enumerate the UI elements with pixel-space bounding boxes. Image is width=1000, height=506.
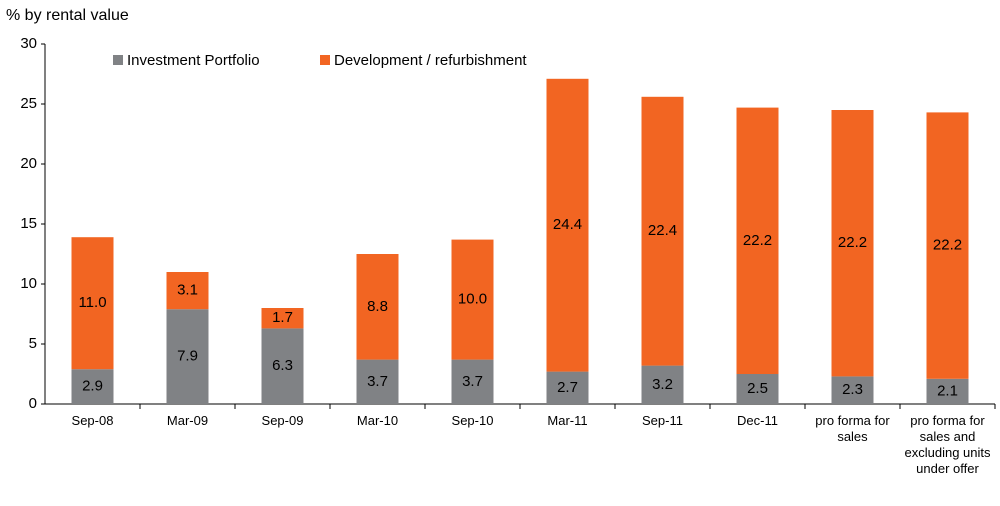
x-tick-label: Sep-11 <box>642 413 683 428</box>
data-label: 8.8 <box>367 298 388 315</box>
data-label: 2.5 <box>747 380 768 397</box>
bar-segment <box>451 359 494 404</box>
legend-swatch <box>113 55 123 65</box>
data-label: 11.0 <box>78 294 106 311</box>
y-tick-label: 5 <box>29 335 37 352</box>
data-label: 3.7 <box>367 373 388 390</box>
bar-segment <box>546 78 589 372</box>
y-tick-label: 15 <box>20 215 37 232</box>
y-axis-label: % by rental value <box>6 7 129 24</box>
bar-segment <box>641 365 684 404</box>
bar-segment <box>261 328 304 404</box>
bar-segment <box>831 110 874 377</box>
bar-segment <box>546 371 589 404</box>
data-label: 2.9 <box>82 378 103 395</box>
bar-segment <box>356 254 399 360</box>
y-tick-label: 10 <box>20 275 37 292</box>
x-tick-label: Sep-09 <box>262 413 304 428</box>
data-label: 7.9 <box>177 348 198 365</box>
data-label: 3.7 <box>462 373 483 390</box>
bar-segment <box>736 374 779 404</box>
bar-segment <box>736 107 779 374</box>
data-label: 1.7 <box>272 309 293 326</box>
bar-segment <box>451 239 494 360</box>
legend-swatch <box>320 55 330 65</box>
x-tick-label: Sep-08 <box>72 413 114 428</box>
x-tick-label: Mar-11 <box>547 413 587 428</box>
x-tick-label: Mar-09 <box>167 413 208 428</box>
data-label: 2.7 <box>557 379 578 396</box>
bar-segment <box>71 369 114 404</box>
y-tick-label: 0 <box>29 395 37 412</box>
bar-segment <box>926 112 969 379</box>
x-tick-label: Sep-10 <box>452 413 494 428</box>
legend-label: Development / refurbishment <box>334 52 527 69</box>
y-tick-label: 25 <box>20 95 37 112</box>
data-label: 22.2 <box>838 234 867 251</box>
x-tick-label: pro forma for sales and excluding units und… <box>905 413 991 476</box>
data-label: 3.1 <box>177 282 198 299</box>
x-tick-label: pro forma for sales <box>815 413 890 444</box>
y-tick-label: 30 <box>20 35 37 52</box>
data-label: 22.2 <box>743 232 772 249</box>
bar-segment <box>831 376 874 404</box>
data-label: 22.4 <box>648 222 677 239</box>
bar-segment <box>356 359 399 404</box>
data-label: 6.3 <box>272 357 293 374</box>
bar-segment <box>166 309 209 404</box>
x-tick-label: Mar-10 <box>357 413 398 428</box>
data-label: 2.3 <box>842 381 863 398</box>
bar-segment <box>641 96 684 366</box>
x-tick-label: Dec-11 <box>737 413 778 428</box>
data-label: 22.2 <box>933 237 962 254</box>
data-label: 3.2 <box>652 376 673 393</box>
y-tick-label: 20 <box>20 155 37 172</box>
bar-segment <box>166 272 209 310</box>
legend-label: Investment Portfolio <box>127 52 260 69</box>
data-label: 10.0 <box>458 291 487 308</box>
bar-segment <box>261 308 304 329</box>
bar-segment <box>71 237 114 370</box>
data-label: 2.1 <box>937 382 958 399</box>
bar-segment <box>926 378 969 404</box>
data-label: 24.4 <box>553 216 582 233</box>
